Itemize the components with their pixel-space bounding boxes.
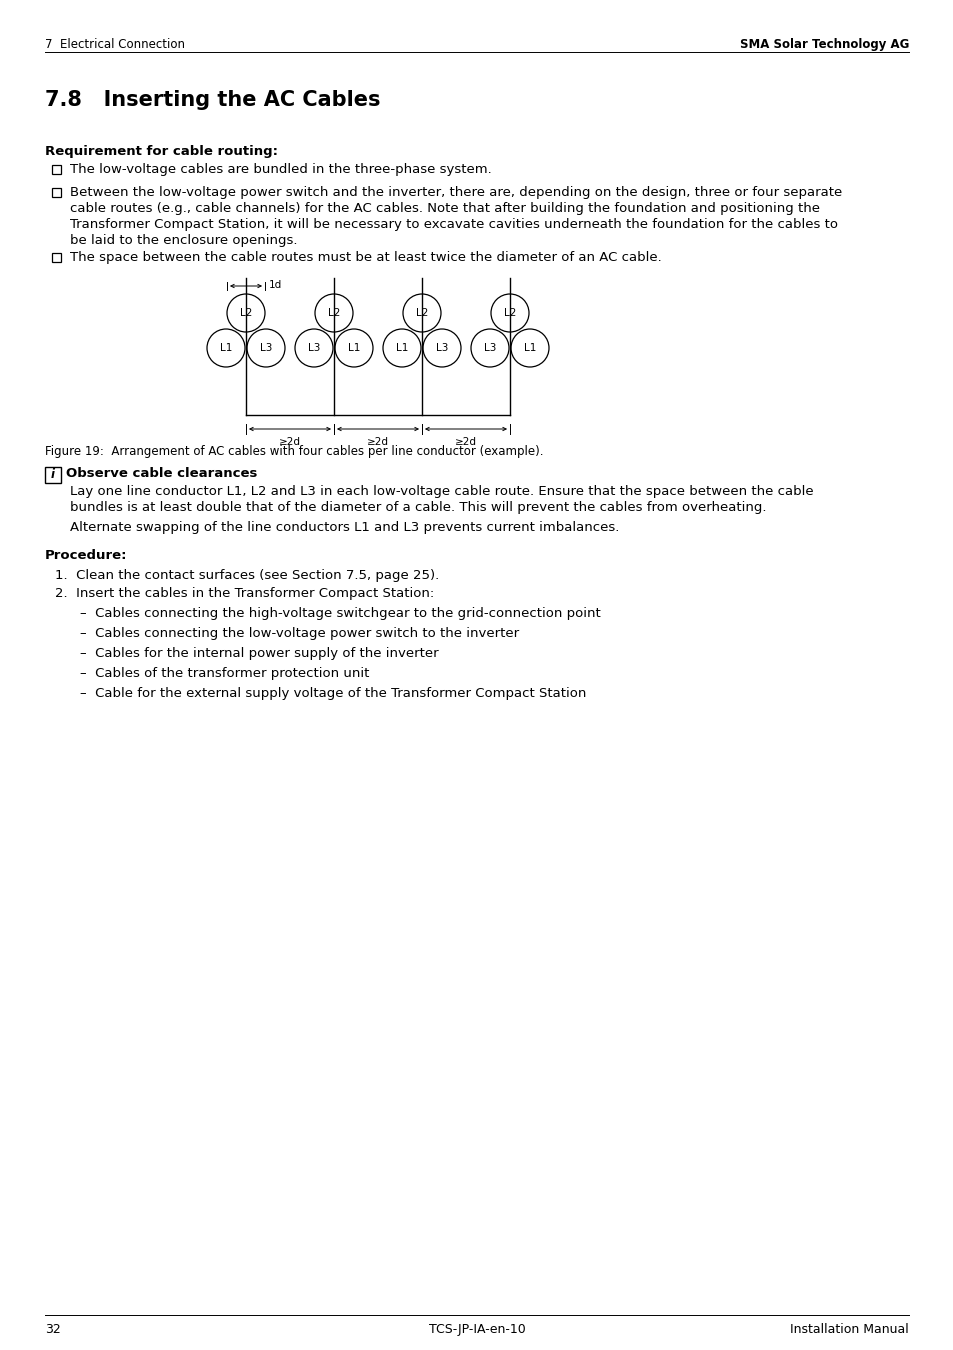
Text: L3: L3 — [436, 343, 448, 352]
Text: –  Cable for the external supply voltage of the Transformer Compact Station: – Cable for the external supply voltage … — [80, 687, 586, 701]
Text: L2: L2 — [503, 308, 516, 319]
Text: ≥2d: ≥2d — [278, 437, 301, 447]
Text: L3: L3 — [483, 343, 496, 352]
Text: cable routes (e.g., cable channels) for the AC cables. Note that after building : cable routes (e.g., cable channels) for … — [70, 202, 820, 215]
Text: Lay one line conductor L1, L2 and L3 in each low-voltage cable route. Ensure tha: Lay one line conductor L1, L2 and L3 in … — [70, 485, 813, 498]
Text: L1: L1 — [523, 343, 536, 352]
Text: Installation Manual: Installation Manual — [789, 1323, 908, 1336]
Text: L2: L2 — [328, 308, 340, 319]
Text: The low-voltage cables are bundled in the three-phase system.: The low-voltage cables are bundled in th… — [70, 163, 491, 176]
Text: –  Cables connecting the low-voltage power switch to the inverter: – Cables connecting the low-voltage powe… — [80, 626, 518, 640]
Bar — [45, 467, 61, 483]
Text: Requirement for cable routing:: Requirement for cable routing: — [45, 144, 277, 158]
Text: 32: 32 — [45, 1323, 61, 1336]
Text: ≥2d: ≥2d — [455, 437, 476, 447]
Text: The space between the cable routes must be at least twice the diameter of an AC : The space between the cable routes must … — [70, 251, 661, 265]
Text: –  Cables connecting the high-voltage switchgear to the grid-connection point: – Cables connecting the high-voltage swi… — [80, 608, 600, 620]
Text: 7.8   Inserting the AC Cables: 7.8 Inserting the AC Cables — [45, 90, 380, 109]
Text: SMA Solar Technology AG: SMA Solar Technology AG — [739, 38, 908, 51]
Text: Transformer Compact Station, it will be necessary to excavate cavities underneat: Transformer Compact Station, it will be … — [70, 217, 837, 231]
Text: ≥2d: ≥2d — [367, 437, 389, 447]
Text: L2: L2 — [416, 308, 428, 319]
Text: i: i — [51, 468, 55, 482]
Text: L1: L1 — [395, 343, 408, 352]
Text: L1: L1 — [219, 343, 232, 352]
Text: 2.  Insert the cables in the Transformer Compact Station:: 2. Insert the cables in the Transformer … — [55, 587, 434, 599]
Text: 7  Electrical Connection: 7 Electrical Connection — [45, 38, 185, 51]
Bar — [52, 252, 61, 262]
Text: Figure 19:  Arrangement of AC cables with four cables per line conductor (exampl: Figure 19: Arrangement of AC cables with… — [45, 446, 543, 458]
Bar — [52, 188, 61, 197]
Text: Observe cable clearances: Observe cable clearances — [66, 467, 257, 481]
Text: 1.  Clean the contact surfaces (see Section 7.5, page 25).: 1. Clean the contact surfaces (see Secti… — [55, 568, 438, 582]
Text: Alternate swapping of the line conductors L1 and L3 prevents current imbalances.: Alternate swapping of the line conductor… — [70, 521, 618, 535]
Text: Between the low-voltage power switch and the inverter, there are, depending on t: Between the low-voltage power switch and… — [70, 186, 841, 198]
Text: 1d: 1d — [269, 279, 282, 290]
Bar — [52, 165, 61, 174]
Text: –  Cables of the transformer protection unit: – Cables of the transformer protection u… — [80, 667, 369, 680]
Text: L3: L3 — [259, 343, 272, 352]
Text: Procedure:: Procedure: — [45, 549, 128, 562]
Text: bundles is at least double that of the diameter of a cable. This will prevent th: bundles is at least double that of the d… — [70, 501, 765, 514]
Text: L3: L3 — [308, 343, 320, 352]
Text: TCS-JP-IA-en-10: TCS-JP-IA-en-10 — [428, 1323, 525, 1336]
Text: L2: L2 — [239, 308, 252, 319]
Text: –  Cables for the internal power supply of the inverter: – Cables for the internal power supply o… — [80, 647, 438, 660]
Text: be laid to the enclosure openings.: be laid to the enclosure openings. — [70, 234, 297, 247]
Text: L1: L1 — [348, 343, 360, 352]
